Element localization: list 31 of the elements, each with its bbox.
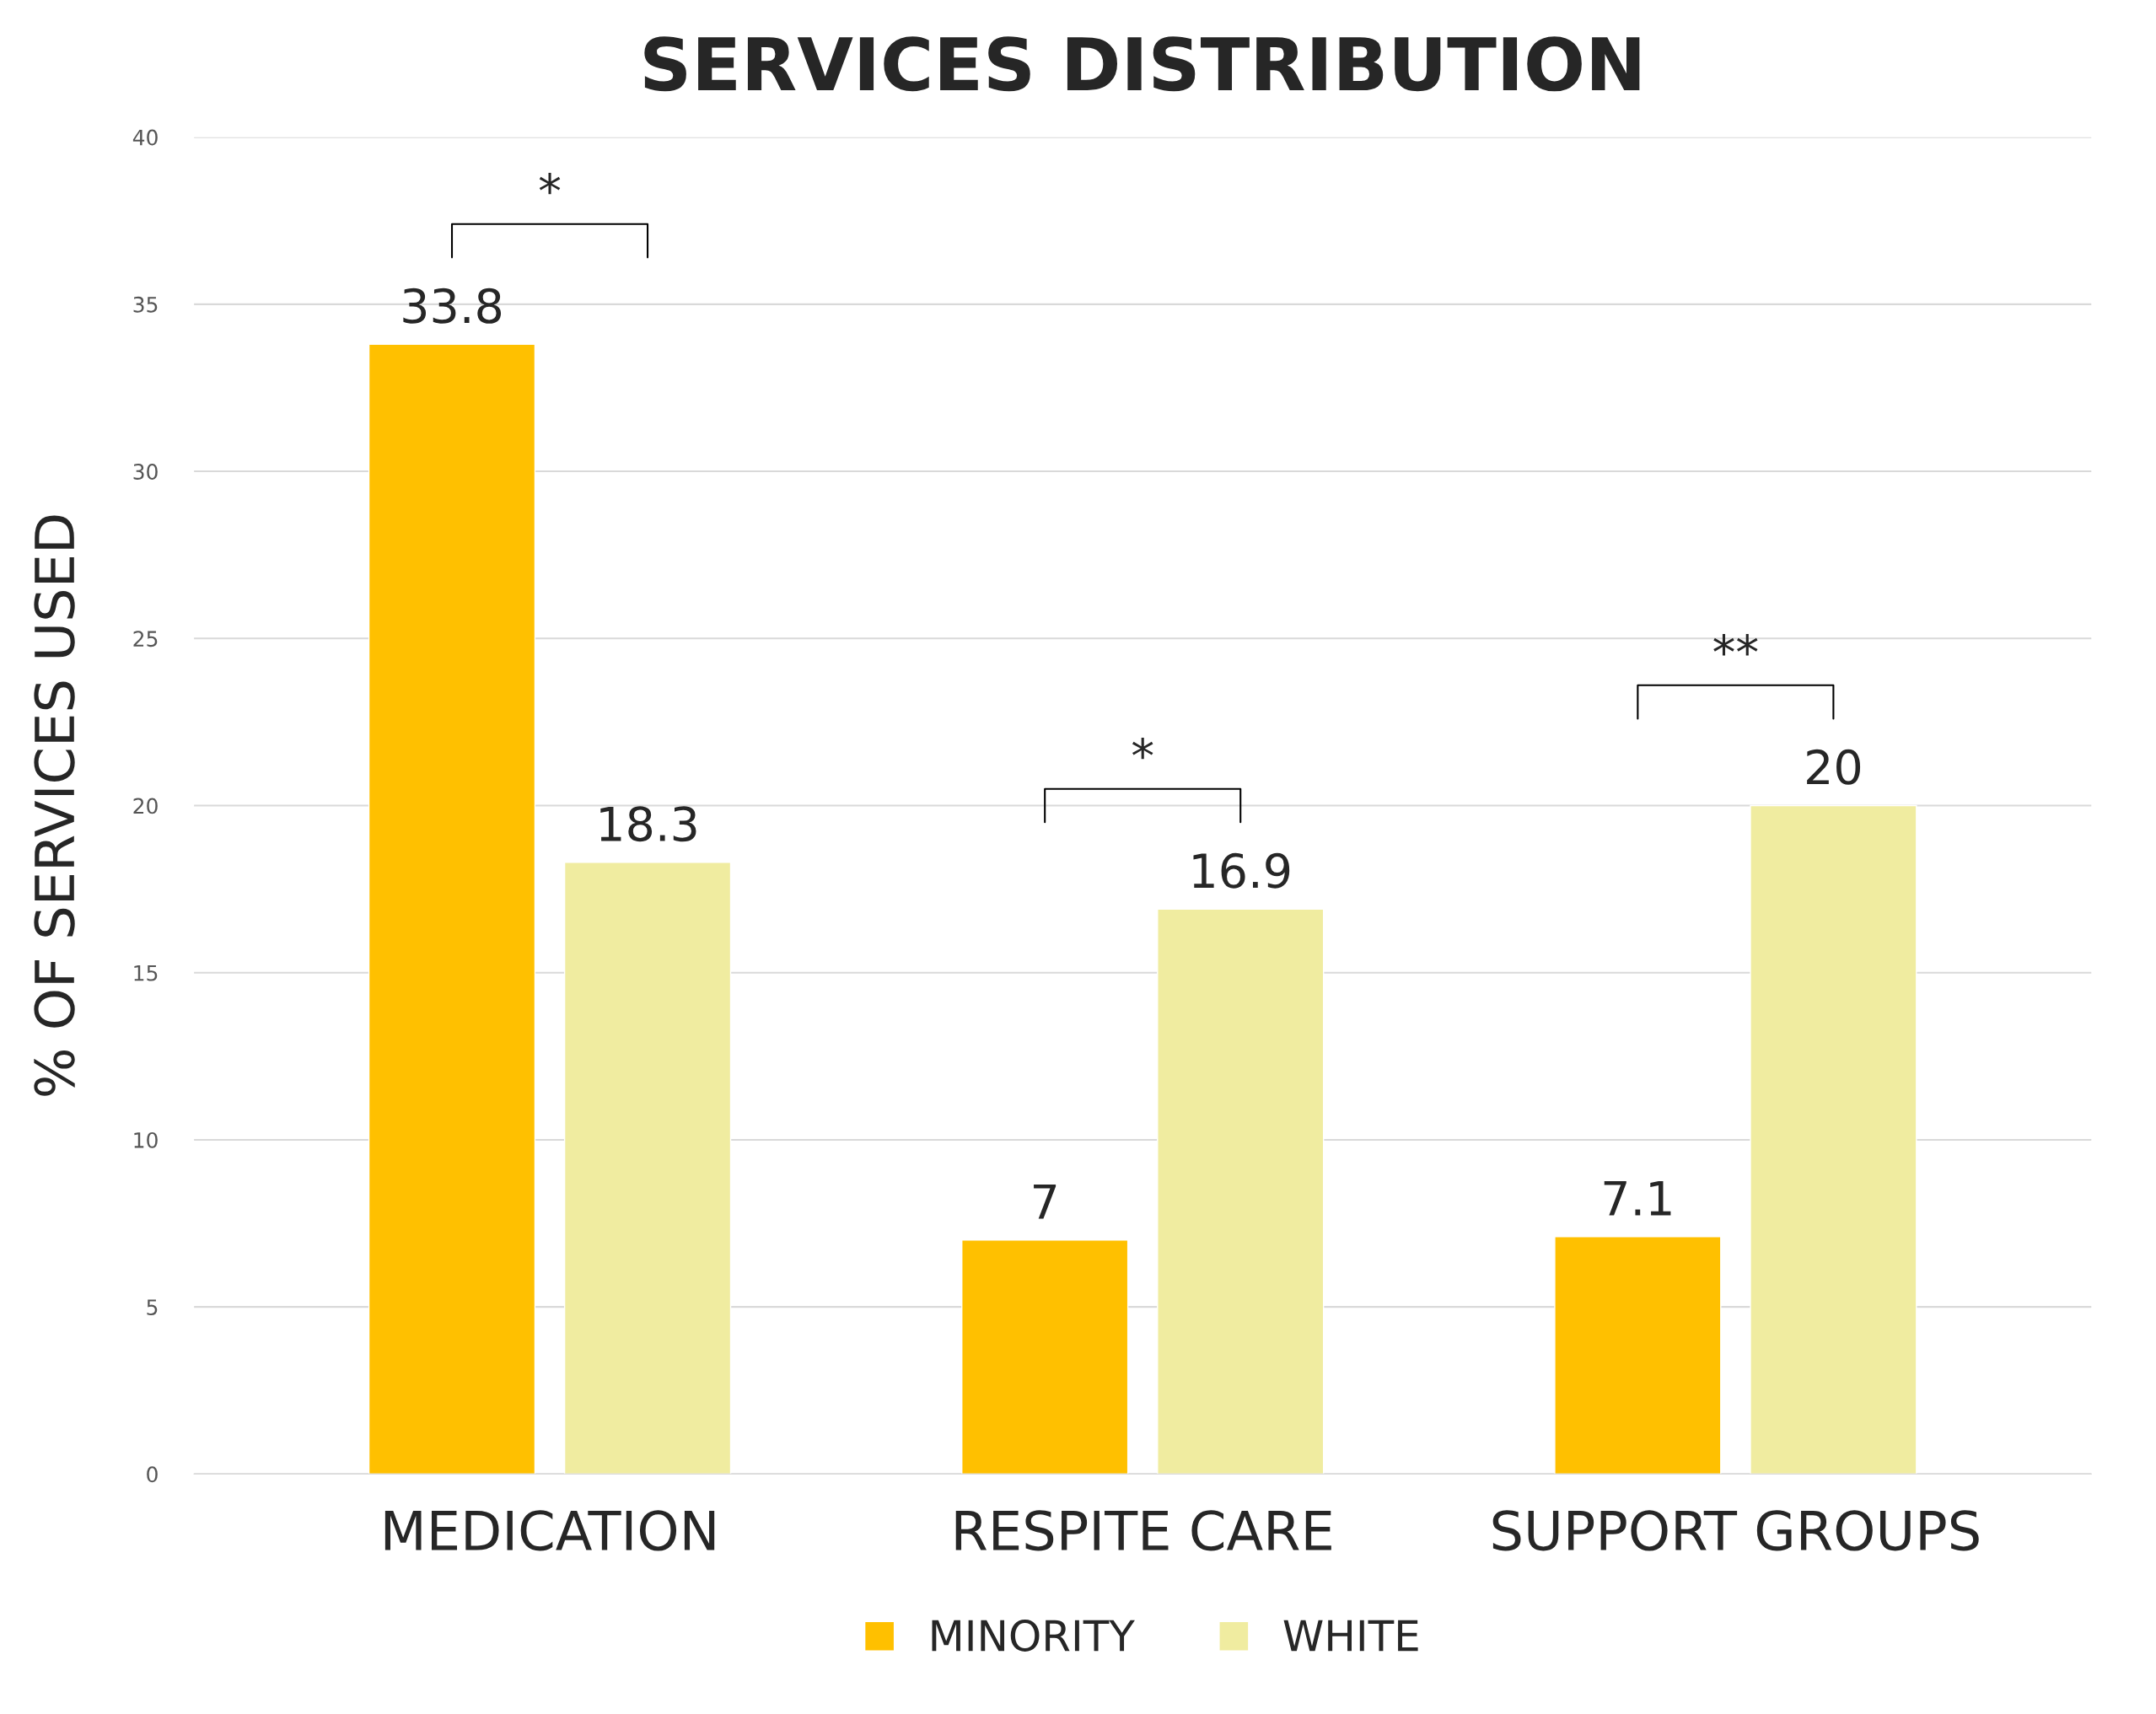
data-label: 20 [1807, 749, 1861, 785]
data-label: 7 [1034, 1184, 1056, 1219]
y-tick-label: 10 [134, 1131, 158, 1148]
data-label: 33.8 [403, 287, 502, 324]
bar [1750, 804, 1917, 1475]
y-tick-label: 15 [134, 965, 158, 981]
y-tick-label: 0 [147, 1466, 158, 1483]
y-tick-label: 30 [133, 464, 158, 480]
x-tick-label: SUPPORT GROUPS [1492, 1510, 1979, 1551]
bar [961, 1239, 1129, 1475]
bar [563, 862, 732, 1475]
x-tick-label: RESPITE CARE [955, 1510, 1331, 1551]
annotation: * [539, 173, 561, 195]
chart-title: SERVICES DISTRIBUTION [644, 36, 1640, 92]
y-tick-label: 25 [133, 631, 158, 647]
data-label: 18.3 [600, 806, 696, 842]
legend-label: WHITE [1283, 1620, 1418, 1652]
x-tick-label: MEDICATION [384, 1510, 715, 1551]
legend-label: MINORITY [932, 1620, 1135, 1652]
bar [1157, 908, 1325, 1475]
y-axis-title: % OF SERVICES USED [34, 515, 75, 1096]
y-tick-label: 35 [133, 296, 158, 313]
y-tick-label: 40 [132, 129, 158, 146]
y-tick-label: 5 [147, 1299, 158, 1316]
annotation: * [1132, 737, 1153, 760]
bar [1554, 1236, 1722, 1475]
data-label: 7.1 [1604, 1180, 1671, 1216]
y-tick-label: 20 [133, 798, 158, 814]
annotation: ** [1713, 634, 1758, 656]
bar [368, 343, 536, 1475]
data-label: 16.9 [1193, 852, 1290, 889]
